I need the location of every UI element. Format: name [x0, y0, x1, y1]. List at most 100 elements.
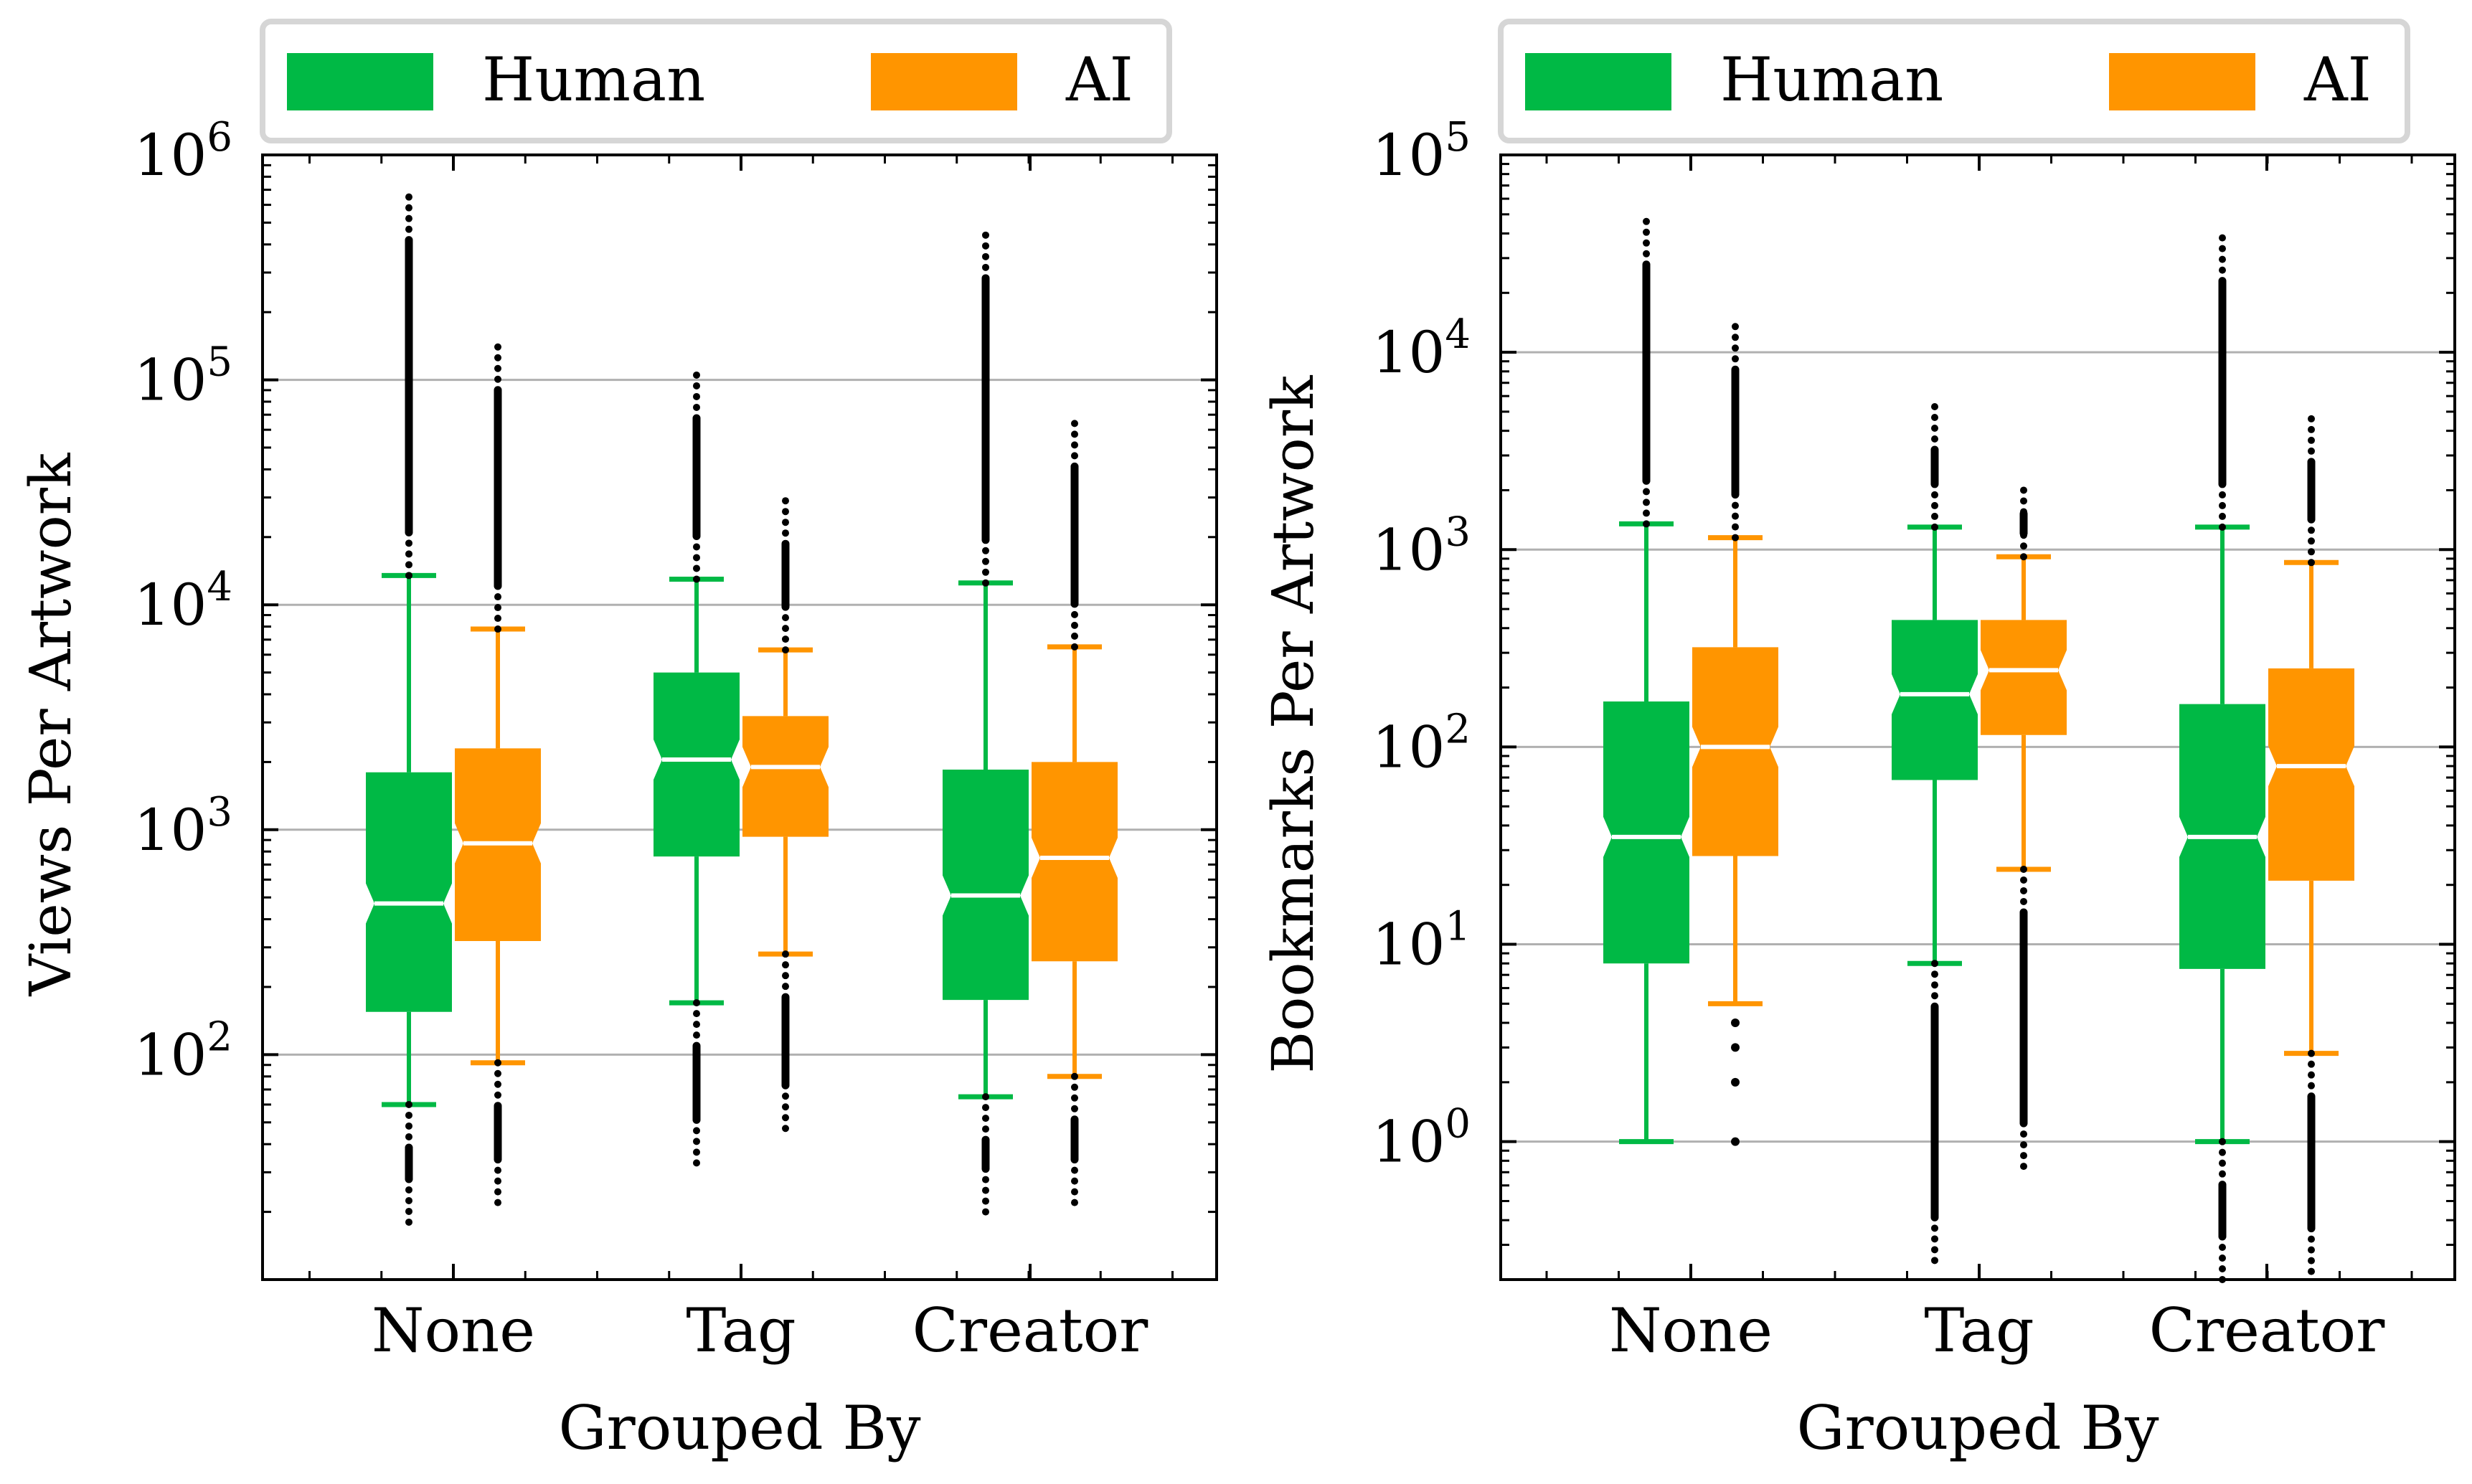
outlier-point	[982, 1104, 989, 1112]
outlier-point	[982, 1197, 989, 1205]
outlier-point	[1732, 366, 1739, 374]
outlier-point	[693, 1159, 700, 1167]
outlier-point	[982, 1136, 989, 1144]
outlier-point	[405, 572, 412, 580]
outlier-point	[405, 214, 412, 222]
outlier-point	[1071, 1177, 1078, 1185]
outlier-point	[1931, 960, 1938, 968]
chart-1: 102 103 104 105 106 None Tag Creator Grouped By V…	[17, 19, 1218, 1463]
outlier-point	[1931, 1257, 1938, 1265]
outlier-point	[2308, 1060, 2315, 1068]
outlier-point	[1643, 520, 1650, 528]
outliers	[1642, 217, 1651, 528]
outlier-point	[1731, 1077, 1740, 1087]
outlier-point	[2020, 1152, 2027, 1160]
y-tick-label-2: 104	[134, 564, 232, 638]
outlier-point	[693, 392, 700, 400]
outlier-point	[1643, 477, 1650, 485]
outlier-point	[1071, 420, 1078, 427]
outlier-point	[2219, 245, 2226, 252]
outlier-point	[1643, 509, 1650, 517]
outlier-point	[2219, 491, 2226, 498]
y-tick-exponent: 4	[207, 564, 232, 610]
y-tick-label-4: 104	[1372, 311, 1471, 386]
outlier-point	[2308, 1246, 2315, 1254]
y-tick-label-1: 101	[1372, 904, 1471, 978]
outliers	[1070, 420, 1079, 1206]
outlier-point	[2308, 436, 2315, 444]
box-body	[1981, 620, 2067, 735]
outlier-point	[1931, 1246, 1938, 1254]
outlier-point	[1931, 1235, 1938, 1243]
outlier-point	[1071, 610, 1078, 618]
outlier-point	[2308, 458, 2315, 465]
outlier-point	[494, 375, 501, 383]
outlier-point	[2020, 497, 2027, 505]
outlier-point	[2020, 908, 2027, 916]
outlier-point	[1071, 1199, 1078, 1206]
outlier-point	[1071, 1188, 1078, 1196]
outlier-point	[982, 1115, 989, 1123]
x-tick-label-tag: Tag	[1924, 1295, 2034, 1366]
outlier-point	[1931, 435, 1938, 443]
outlier-point	[2219, 480, 2226, 488]
x-axis-label: Grouped By	[558, 1393, 921, 1463]
outlier-point	[782, 993, 789, 1001]
box-body	[654, 672, 740, 857]
outlier-point	[2020, 1130, 2027, 1138]
outlier-point	[405, 204, 412, 212]
outliers	[692, 371, 701, 1167]
box-body	[1603, 701, 1689, 964]
y-axis-label: Views Per Artwork	[17, 452, 84, 997]
outlier-point	[1071, 441, 1078, 449]
outlier-point	[405, 529, 412, 537]
outlier-point	[2308, 1049, 2315, 1057]
outlier-point	[2020, 1163, 2027, 1171]
outlier-point	[405, 1175, 412, 1183]
y-tick-label-1: 103	[134, 789, 232, 864]
outlier-point	[494, 1102, 501, 1110]
outlier-point	[2020, 486, 2027, 494]
outlier-point	[782, 497, 789, 505]
y-tick-exponent: 2	[1445, 706, 1471, 752]
legend-label-human: Human	[1720, 44, 1943, 115]
box-body	[1032, 762, 1118, 962]
outlier-point	[2219, 1181, 2226, 1188]
outlier-point	[2308, 548, 2315, 556]
outlier-point	[982, 547, 989, 554]
outlier-point	[1931, 501, 1938, 509]
outlier-point	[1732, 323, 1739, 331]
y-tick-label-0: 102	[134, 1013, 232, 1088]
outlier-point	[1643, 498, 1650, 506]
legend-swatch-ai	[871, 53, 1017, 110]
box-ai-tag	[1981, 486, 2067, 1171]
outlier-point	[982, 1093, 989, 1101]
outlier-point	[494, 604, 501, 612]
box-body	[1892, 620, 1978, 780]
outlier-point	[693, 1031, 700, 1039]
outlier-point	[2219, 523, 2226, 531]
outlier-point	[693, 575, 700, 583]
outlier-point	[2308, 537, 2315, 545]
outlier-point	[1071, 632, 1078, 640]
outlier-point	[494, 1069, 501, 1077]
x-tick-label-none: None	[372, 1295, 535, 1366]
outliers	[981, 231, 990, 1216]
outlier-point	[1731, 1137, 1740, 1146]
outlier-point	[494, 343, 501, 351]
outlier-point	[982, 1208, 989, 1216]
box-human-creator	[943, 231, 1029, 1216]
outlier-point	[1931, 402, 1938, 410]
outlier-point	[693, 1042, 700, 1050]
outlier-point	[982, 242, 989, 250]
legend-swatch-human	[287, 53, 433, 110]
legend-swatch-human	[1525, 53, 1671, 110]
outlier-point	[1931, 512, 1938, 520]
outlier-point	[1931, 981, 1938, 989]
outlier-point	[405, 550, 412, 558]
outlier-point	[1071, 1115, 1078, 1123]
outlier-point	[693, 403, 700, 411]
box-ai-none	[1692, 323, 1778, 1146]
